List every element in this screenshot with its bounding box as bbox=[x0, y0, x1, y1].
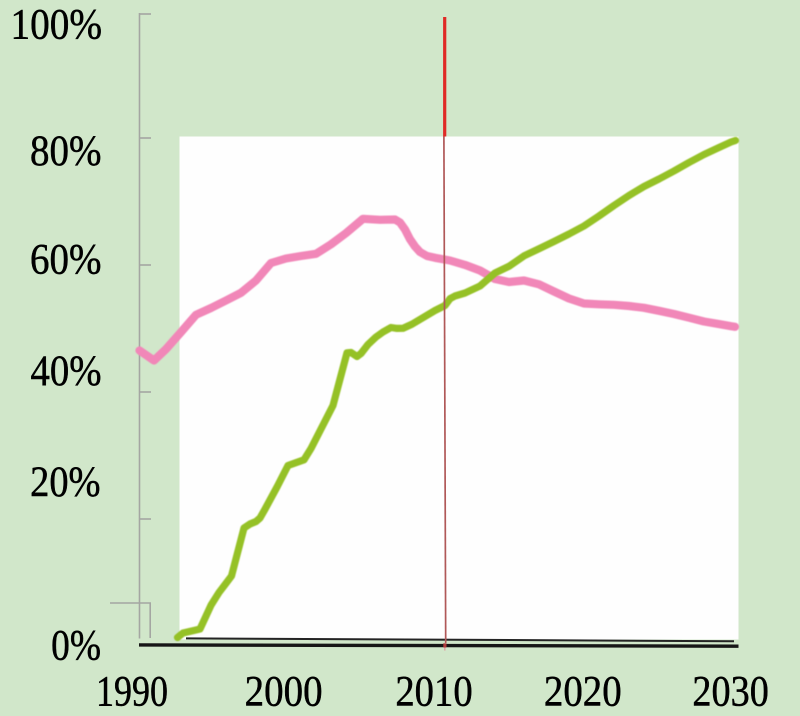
svg-text:2020: 2020 bbox=[544, 667, 622, 715]
svg-text:100%: 100% bbox=[11, 0, 102, 48]
svg-text:60%: 60% bbox=[30, 235, 101, 283]
svg-text:2030: 2030 bbox=[692, 667, 768, 715]
svg-text:40%: 40% bbox=[31, 347, 102, 394]
svg-text:2010: 2010 bbox=[395, 668, 472, 715]
svg-text:0%: 0% bbox=[51, 621, 101, 669]
svg-text:20%: 20% bbox=[30, 458, 100, 505]
svg-text:80%: 80% bbox=[30, 126, 101, 174]
svg-text:1990: 1990 bbox=[96, 668, 168, 716]
svg-text:2000: 2000 bbox=[245, 667, 323, 715]
